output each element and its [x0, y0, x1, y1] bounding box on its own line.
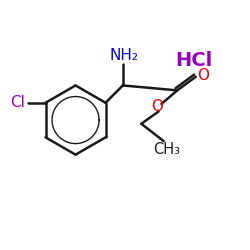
- Text: O: O: [152, 99, 164, 114]
- Text: O: O: [197, 68, 209, 83]
- Text: Cl: Cl: [10, 95, 24, 110]
- Text: HCl: HCl: [176, 51, 213, 70]
- Text: CH₃: CH₃: [153, 142, 180, 157]
- Text: NH₂: NH₂: [110, 48, 138, 63]
